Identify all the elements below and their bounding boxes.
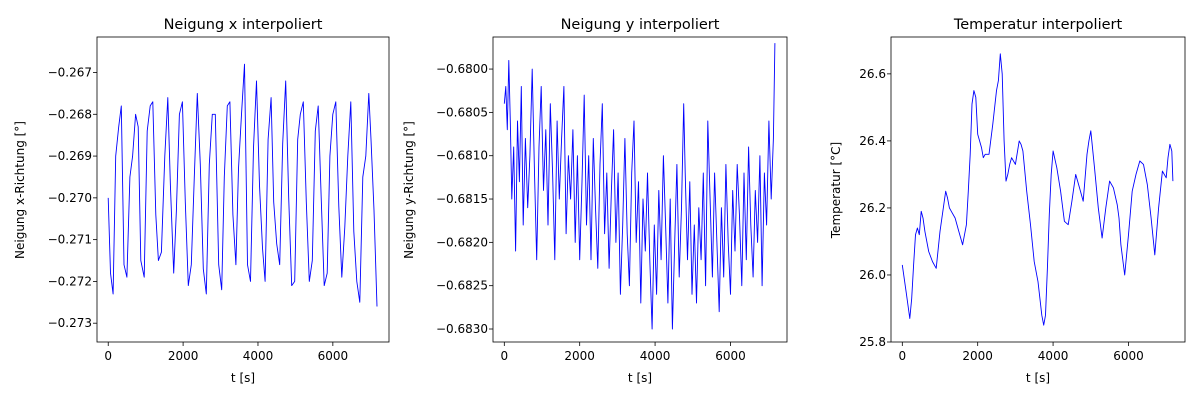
y-tick-label: −0.6830 — [436, 322, 488, 336]
x-tick-label: 2000 — [564, 349, 595, 363]
chart-temperatur: Temperatur interpoliert t [s] Temperatur… — [829, 17, 1186, 385]
x-axis-label: t [s] — [628, 371, 652, 385]
chart-title: Neigung y interpoliert — [561, 17, 720, 33]
x-axis-label: t [s] — [231, 371, 255, 385]
y-tick-label: −0.270 — [48, 191, 92, 205]
x-axis-label: t [s] — [1026, 371, 1050, 385]
y-tick-label: −0.6815 — [436, 192, 488, 206]
x-tick-label: 0 — [500, 349, 508, 363]
chart-title: Temperatur interpoliert — [953, 17, 1123, 33]
y-axis-label: Temperatur [°C] — [829, 142, 843, 239]
y-tick-label: −0.6810 — [436, 149, 488, 163]
y-tick-label: −0.6820 — [436, 235, 488, 249]
y-tick-label: −0.272 — [48, 274, 92, 288]
plot-frame — [890, 36, 1186, 343]
plot-frame — [96, 36, 390, 343]
y-tick-label: 26.0 — [859, 268, 886, 282]
x-tick-label: 6000 — [318, 349, 349, 363]
x-tick-label: 6000 — [715, 349, 746, 363]
y-tick-label: −0.267 — [48, 66, 92, 80]
chart-title: Neigung x interpoliert — [164, 17, 323, 33]
y-tick-label: −0.6800 — [436, 62, 488, 76]
y-tick-label: −0.6805 — [436, 105, 488, 119]
y-tick-label: −0.271 — [48, 233, 92, 247]
x-tick-label: 6000 — [1113, 349, 1144, 363]
x-tick-label: 4000 — [1038, 349, 1069, 363]
x-tick-label: 0 — [898, 349, 906, 363]
x-tick-label: 4000 — [640, 349, 671, 363]
x-tick-label: 4000 — [243, 349, 274, 363]
chart-neigung-x: Neigung x interpoliert t [s] Neigung x-R… — [13, 17, 390, 385]
x-tick-label: 0 — [104, 349, 112, 363]
x-tick-label: 2000 — [962, 349, 993, 363]
data-series-line — [107, 63, 378, 307]
y-tick-label: −0.268 — [48, 107, 92, 121]
plot-frame — [492, 36, 788, 343]
data-series-line — [901, 53, 1174, 326]
y-tick-label: 26.4 — [859, 134, 886, 148]
y-tick-label: 25.8 — [859, 335, 886, 349]
y-axis-label: Neigung y-Richtung [°] — [402, 121, 416, 259]
y-axis-label: Neigung x-Richtung [°] — [13, 121, 27, 259]
y-tick-label: 26.6 — [859, 67, 886, 81]
x-tick-label: 2000 — [168, 349, 199, 363]
chart-neigung-y: Neigung y interpoliert t [s] Neigung y-R… — [402, 17, 788, 385]
data-series-line — [503, 43, 776, 330]
y-tick-label: −0.6825 — [436, 279, 488, 293]
y-tick-label: −0.273 — [48, 316, 92, 330]
y-tick-label: 26.2 — [859, 201, 886, 215]
y-tick-label: −0.269 — [48, 149, 92, 163]
